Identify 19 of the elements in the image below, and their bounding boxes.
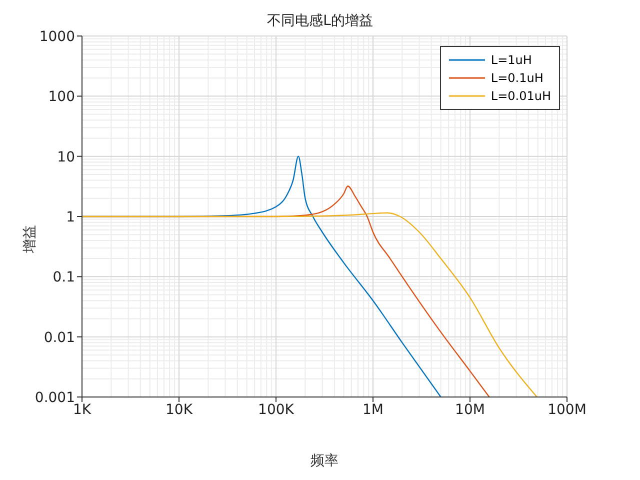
x-tick-label: 10M (455, 402, 485, 418)
y-tick-label: 1000 (39, 28, 75, 45)
y-tick-label: 0.001 (34, 390, 75, 406)
y-tick-label: 0.01 (44, 330, 75, 346)
chart-title: 不同电感L的增益 (266, 12, 374, 30)
y-tick-label: 1 (66, 209, 75, 226)
x-tick-label: 1M (362, 402, 384, 418)
y-tick-label: 0.1 (52, 270, 75, 286)
x-tick-label: 1K (72, 402, 92, 418)
legend-label: L=0.1uH (490, 70, 544, 87)
y-tick-label: 100 (48, 89, 75, 106)
legend-label: L=0.01uH (490, 88, 551, 105)
x-axis-title: 频率 (310, 452, 340, 470)
y-axis-title: 增益 (21, 225, 39, 253)
x-tick-label: 100M (548, 402, 586, 418)
y-tick-label: 10 (57, 149, 75, 166)
x-tick-label: 10K (166, 402, 194, 418)
x-tick-label: 100K (258, 402, 295, 418)
legend-label: L=1uH (490, 52, 532, 69)
